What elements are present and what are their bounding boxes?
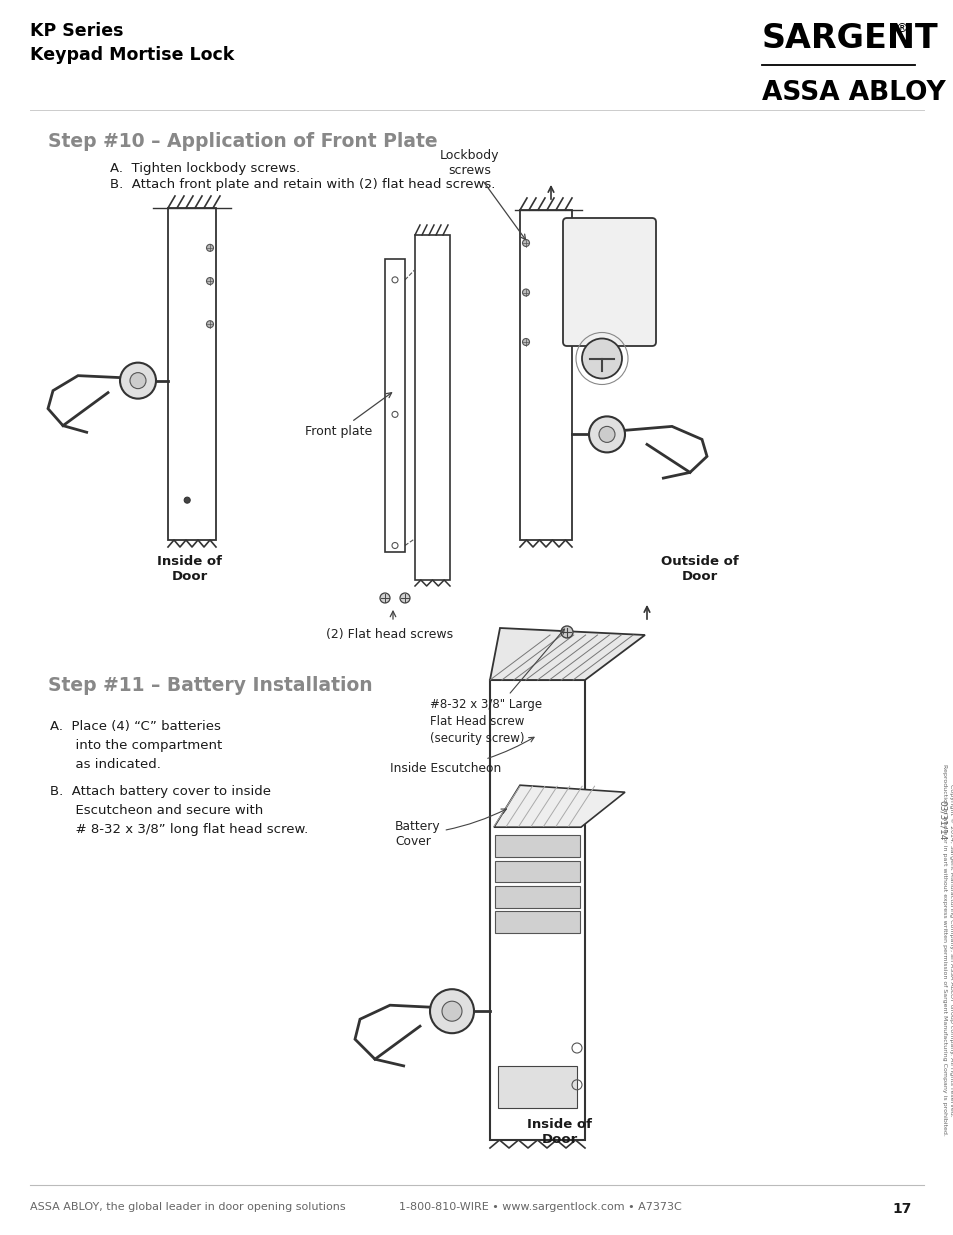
Circle shape <box>522 240 529 247</box>
Text: Front plate: Front plate <box>305 393 392 437</box>
Text: #8-32 x 3/8" Large
Flat Head screw
(security screw): #8-32 x 3/8" Large Flat Head screw (secu… <box>430 629 564 745</box>
Circle shape <box>522 338 529 346</box>
Bar <box>172 398 212 447</box>
Bar <box>417 394 447 448</box>
Text: ASSA ABLOY, the global leader in door opening solutions: ASSA ABLOY, the global leader in door op… <box>30 1202 345 1212</box>
Circle shape <box>184 498 190 503</box>
Text: Copyright © 2014, Sargent Manufacturing Company, an ASSA ABLOY Group company. Al: Copyright © 2014, Sargent Manufacturing … <box>941 764 953 1136</box>
Text: Step #10 – Application of Front Plate: Step #10 – Application of Front Plate <box>48 132 437 151</box>
Bar <box>417 448 447 477</box>
FancyBboxPatch shape <box>618 293 631 305</box>
FancyBboxPatch shape <box>573 228 645 266</box>
Text: 03/31/14: 03/31/14 <box>937 800 945 840</box>
Bar <box>495 861 579 882</box>
Text: Inside Escutcheon: Inside Escutcheon <box>390 737 534 776</box>
FancyBboxPatch shape <box>598 278 612 290</box>
Text: B.  Attach front plate and retain with (2) flat head screws.: B. Attach front plate and retain with (2… <box>110 178 495 191</box>
Text: (2) Flat head screws: (2) Flat head screws <box>326 629 453 641</box>
Circle shape <box>206 321 213 327</box>
Circle shape <box>522 289 529 296</box>
Circle shape <box>598 426 615 442</box>
Text: Step #11 – Battery Installation: Step #11 – Battery Installation <box>48 676 373 695</box>
Bar <box>490 680 584 1140</box>
Bar <box>519 210 572 540</box>
Text: Keypad Mortise Lock: Keypad Mortise Lock <box>30 46 234 64</box>
Text: 17: 17 <box>892 1202 911 1216</box>
Circle shape <box>588 416 624 452</box>
Text: Battery
Cover: Battery Cover <box>395 809 506 848</box>
Polygon shape <box>494 785 624 827</box>
Circle shape <box>399 593 410 603</box>
Text: Inside of
Door: Inside of Door <box>527 1118 592 1146</box>
Circle shape <box>560 626 573 638</box>
Text: ASSA ABLOY: ASSA ABLOY <box>761 80 944 106</box>
Text: Inside of
Door: Inside of Door <box>157 555 222 583</box>
Bar <box>415 235 450 580</box>
FancyBboxPatch shape <box>618 308 631 320</box>
FancyBboxPatch shape <box>598 324 612 335</box>
Bar <box>525 445 565 467</box>
FancyBboxPatch shape <box>618 324 631 335</box>
Bar <box>495 885 579 908</box>
Circle shape <box>379 593 390 603</box>
Bar <box>173 351 210 367</box>
Circle shape <box>120 363 156 399</box>
Text: ®: ® <box>894 22 906 35</box>
Bar <box>385 259 405 552</box>
Text: Lockbody
screws: Lockbody screws <box>439 149 525 240</box>
Text: KP Series: KP Series <box>30 22 123 40</box>
Bar <box>497 1066 577 1108</box>
Text: A.  Tighten lockbody screws.: A. Tighten lockbody screws. <box>110 162 300 175</box>
Bar <box>495 836 579 857</box>
FancyBboxPatch shape <box>578 324 592 335</box>
Circle shape <box>581 338 621 378</box>
FancyBboxPatch shape <box>578 308 592 320</box>
Bar <box>388 394 401 448</box>
Circle shape <box>441 1002 461 1021</box>
FancyBboxPatch shape <box>598 293 612 305</box>
FancyBboxPatch shape <box>578 293 592 305</box>
Circle shape <box>430 989 474 1034</box>
FancyBboxPatch shape <box>578 278 592 290</box>
Polygon shape <box>490 629 644 680</box>
FancyBboxPatch shape <box>618 278 631 290</box>
Bar <box>168 207 215 540</box>
Text: 1-800-810-WIRE • www.sargentlock.com • A7373C: 1-800-810-WIRE • www.sargentlock.com • A… <box>398 1202 680 1212</box>
FancyBboxPatch shape <box>598 308 612 320</box>
Bar <box>172 467 212 506</box>
Circle shape <box>206 278 213 284</box>
Bar <box>495 911 579 932</box>
Text: B.  Attach battery cover to inside
      Escutcheon and secure with
      # 8-32: B. Attach battery cover to inside Escutc… <box>50 785 308 836</box>
Bar <box>525 391 565 441</box>
Text: SARGENT: SARGENT <box>761 22 938 56</box>
Bar <box>524 484 566 524</box>
Text: Outside of
Door: Outside of Door <box>660 555 739 583</box>
Circle shape <box>130 373 146 389</box>
Circle shape <box>206 245 213 252</box>
Bar <box>173 248 210 268</box>
FancyBboxPatch shape <box>562 219 656 346</box>
Bar <box>173 298 210 325</box>
Text: A.  Place (4) “C” batteries
      into the compartment
      as indicated.: A. Place (4) “C” batteries into the comp… <box>50 720 222 771</box>
